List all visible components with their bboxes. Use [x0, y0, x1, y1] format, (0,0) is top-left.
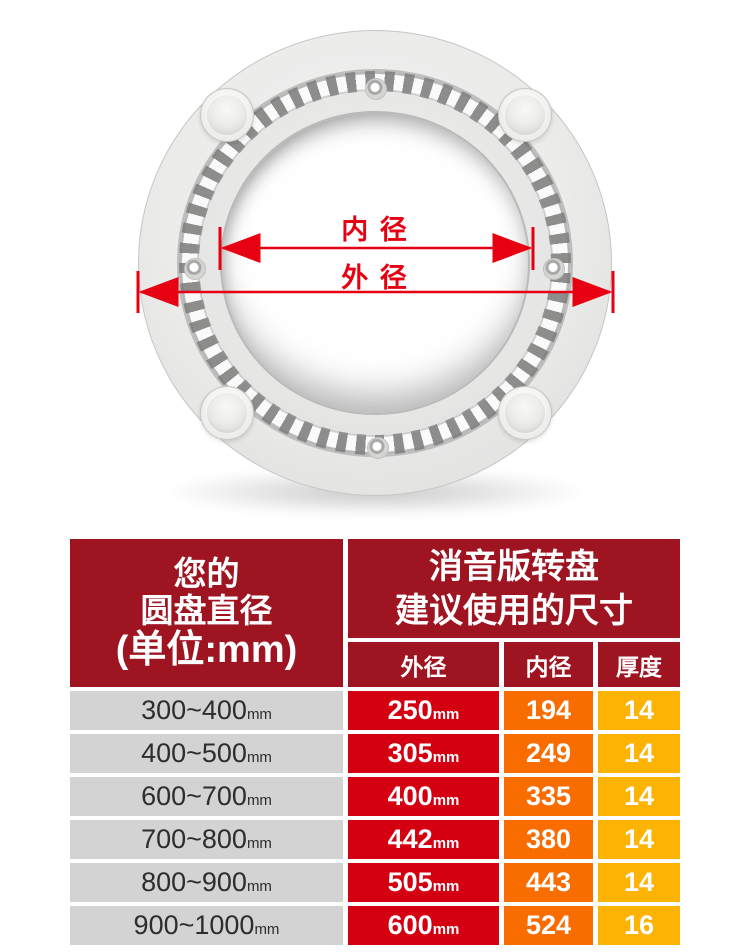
- outer-diameter-cell: 600mm: [348, 906, 499, 945]
- thickness-cell: 14: [598, 734, 680, 773]
- outer-diameter-value: 305: [387, 738, 433, 768]
- thickness-value: 14: [623, 867, 655, 897]
- disc-range-unit: mm: [246, 749, 272, 766]
- disc-header-line1: 您的: [173, 555, 240, 592]
- disc-header-line3: (单位:mm): [115, 629, 298, 671]
- rubber-foot-top-right: [498, 88, 552, 142]
- thickness-value: 14: [623, 824, 655, 854]
- outer-diameter-value: 442: [387, 824, 433, 854]
- thickness-value: 16: [623, 910, 655, 940]
- table-row: 300~400mm 250mm 194 14: [70, 691, 680, 730]
- rubber-foot-bottom-left: [200, 386, 254, 440]
- disc-range-cell: 400~500mm: [70, 734, 343, 773]
- table-row: 600~700mm 400mm 335 14: [70, 777, 680, 816]
- rubber-foot-bottom-right: [498, 386, 552, 440]
- table-row: 700~800mm 442mm 380 14: [70, 820, 680, 859]
- outer-diameter-cell: 305mm: [348, 734, 499, 773]
- disc-header-line2: 圆盘直径: [140, 592, 273, 629]
- thickness-cell: 16: [598, 906, 680, 945]
- disc-range-cell: 700~800mm: [70, 820, 343, 859]
- column-subheaders: 外径 内径 厚度: [348, 642, 680, 687]
- disc-range-value: 600~700: [141, 781, 247, 811]
- disc-range-cell: 900~1000mm: [70, 906, 343, 945]
- inner-diameter-value: 380: [525, 824, 572, 854]
- disc-range-value: 300~400: [141, 695, 247, 725]
- disc-range-unit: mm: [246, 792, 272, 809]
- size-recommendation-table: 您的 圆盘直径 (单位:mm) 消音版转盘 建议使用的尺寸 外径 内径 厚度 3…: [70, 539, 680, 945]
- outer-diameter-unit: mm: [432, 706, 460, 723]
- inner-diameter-label: 内 径: [341, 215, 409, 245]
- disc-range-unit: mm: [246, 706, 272, 723]
- recommended-size-header: 消音版转盘 建议使用的尺寸: [348, 539, 680, 638]
- disc-range-unit: mm: [246, 878, 272, 895]
- outer-diameter-cell: 250mm: [348, 691, 499, 730]
- inner-diameter-value: 524: [525, 910, 572, 940]
- inner-diameter-value: 443: [525, 867, 572, 897]
- outer-diameter-value: 505: [387, 867, 433, 897]
- inner-diameter-cell: 249: [504, 734, 593, 773]
- inner-diameter-cell: 380: [504, 820, 593, 859]
- recommended-header-line1: 消音版转盘: [429, 547, 599, 586]
- disc-range-unit: mm: [246, 835, 272, 852]
- inner-diameter-value: 194: [525, 695, 572, 725]
- column-header-inner: 内径: [504, 642, 593, 687]
- table-row: 400~500mm 305mm 249 14: [70, 734, 680, 773]
- disc-range-value: 900~1000: [133, 910, 255, 940]
- inner-diameter-cell: 443: [504, 863, 593, 902]
- rubber-foot-top-left: [200, 88, 254, 142]
- recommended-header-line2: 建议使用的尺寸: [395, 591, 633, 630]
- outer-diameter-cell: 505mm: [348, 863, 499, 902]
- thickness-cell: 14: [598, 691, 680, 730]
- outer-diameter-unit: mm: [432, 792, 460, 809]
- dimension-arrows: [136, 227, 615, 313]
- outer-diameter-unit: mm: [432, 878, 460, 895]
- outer-diameter-unit: mm: [432, 835, 460, 852]
- thickness-cell: 14: [598, 820, 680, 859]
- outer-diameter-value: 400: [387, 781, 433, 811]
- outer-diameter-cell: 400mm: [348, 777, 499, 816]
- outer-diameter-value: 600: [387, 910, 433, 940]
- column-header-outer: 外径: [348, 642, 499, 687]
- thickness-cell: 14: [598, 863, 680, 902]
- disc-range-value: 800~900: [141, 867, 247, 897]
- disc-range-cell: 800~900mm: [70, 863, 343, 902]
- thickness-value: 14: [623, 781, 655, 811]
- disc-range-unit: mm: [254, 921, 280, 938]
- recommended-size-header-group: 消音版转盘 建议使用的尺寸 外径 内径 厚度: [348, 539, 680, 687]
- disc-range-value: 700~800: [141, 824, 247, 854]
- column-header-thickness: 厚度: [598, 642, 680, 687]
- disc-range-cell: 300~400mm: [70, 691, 343, 730]
- outer-diameter-value: 250: [387, 695, 433, 725]
- thickness-value: 14: [623, 738, 655, 768]
- inner-diameter-value: 335: [525, 781, 572, 811]
- thickness-cell: 14: [598, 777, 680, 816]
- inner-diameter-cell: 194: [504, 691, 593, 730]
- product-photo: 内 径 外 径: [136, 30, 615, 516]
- disc-range-value: 400~500: [141, 738, 247, 768]
- inner-diameter-cell: 335: [504, 777, 593, 816]
- screw-hole-bottom: [367, 437, 389, 459]
- disc-range-cell: 600~700mm: [70, 777, 343, 816]
- screw-hole-top: [365, 78, 387, 100]
- table-header: 您的 圆盘直径 (单位:mm) 消音版转盘 建议使用的尺寸 外径 内径 厚度: [70, 539, 680, 687]
- table-row: 800~900mm 505mm 443 14: [70, 863, 680, 902]
- outer-diameter-cell: 442mm: [348, 820, 499, 859]
- inner-diameter-value: 249: [525, 738, 572, 768]
- thickness-value: 14: [623, 695, 655, 725]
- disc-diameter-header: 您的 圆盘直径 (单位:mm): [70, 539, 343, 687]
- table-row: 900~1000mm 600mm 524 16: [70, 906, 680, 945]
- outer-diameter-unit: mm: [432, 749, 460, 766]
- inner-diameter-cell: 524: [504, 906, 593, 945]
- outer-diameter-label: 外 径: [341, 263, 409, 293]
- outer-diameter-unit: mm: [432, 921, 460, 938]
